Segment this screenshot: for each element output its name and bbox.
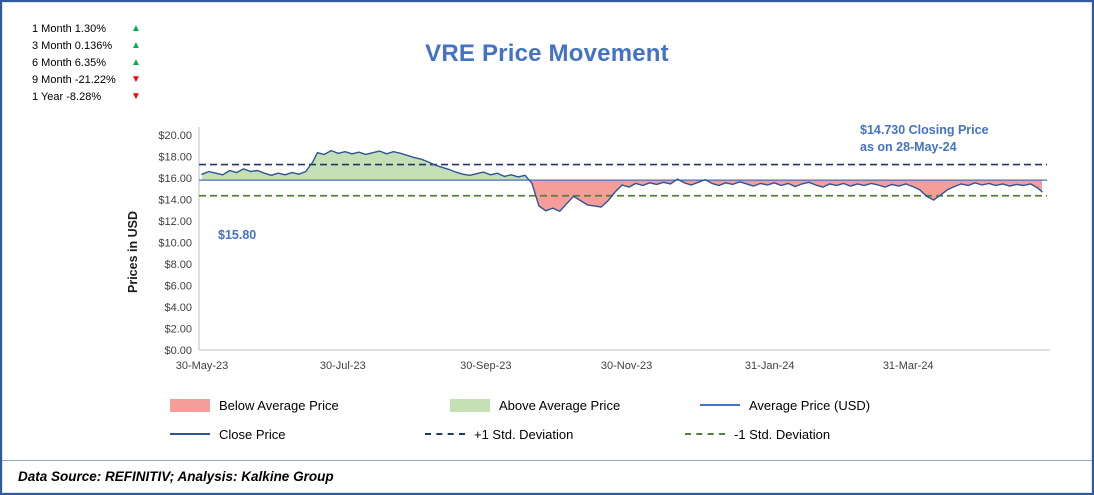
svg-text:$14.00: $14.00 — [158, 195, 192, 207]
svg-text:$2.00: $2.00 — [164, 324, 192, 336]
minus-std-line-swatch — [685, 433, 725, 435]
svg-text:30-Nov-23: 30-Nov-23 — [601, 360, 652, 372]
legend-minus-std: -1 Std. Deviation — [685, 426, 830, 442]
legend-label: -1 Std. Deviation — [734, 426, 831, 442]
closing-price-annotation: $14.730 Closing Price as on 28-May-24 — [860, 122, 1040, 156]
stat-label: 1 Month 1.30% — [32, 22, 106, 35]
legend-average-price: Average Price (USD) — [700, 397, 870, 413]
average-price-annotation: $15.80 — [218, 228, 257, 242]
svg-text:31-Mar-24: 31-Mar-24 — [883, 360, 934, 372]
svg-text:$8.00: $8.00 — [164, 259, 192, 271]
closing-price-line2: as on 28-May-24 — [860, 139, 957, 154]
svg-text:30-May-23: 30-May-23 — [176, 360, 229, 372]
stat-label: 3 Month 0.136% — [32, 39, 113, 52]
stat-row-1-month: 1 Month 1.30% ▲ — [32, 20, 141, 37]
svg-text:$18.00: $18.00 — [158, 152, 192, 164]
svg-text:$4.00: $4.00 — [164, 302, 192, 314]
stat-label: 1 Year -8.28% — [32, 90, 102, 103]
legend-label: Average Price (USD) — [749, 397, 871, 413]
up-arrow-icon: ▲ — [131, 40, 141, 51]
legend-label: Close Price — [219, 426, 286, 442]
stat-row-9-month: 9 Month -21.22% ▼ — [32, 71, 141, 88]
up-arrow-icon: ▲ — [131, 57, 141, 68]
stat-label: 9 Month -21.22% — [32, 73, 116, 86]
data-source-text: Data Source: REFINITIV; Analysis: Kalkin… — [18, 469, 334, 484]
legend-label: Below Average Price — [219, 397, 339, 413]
svg-text:30-Sep-23: 30-Sep-23 — [460, 360, 511, 372]
down-arrow-icon: ▼ — [131, 91, 141, 102]
svg-text:$0.00: $0.00 — [164, 345, 192, 357]
down-arrow-icon: ▼ — [131, 74, 141, 85]
svg-text:$6.00: $6.00 — [164, 281, 192, 293]
footer-divider — [2, 460, 1092, 461]
above-average-swatch — [450, 398, 490, 412]
legend-plus-std: +1 Std. Deviation — [425, 426, 573, 442]
svg-text:30-Jul-23: 30-Jul-23 — [320, 360, 366, 372]
y-axis-title: Prices in USD — [126, 211, 140, 293]
plus-std-line-swatch — [425, 433, 465, 435]
up-arrow-icon: ▲ — [131, 23, 141, 34]
stat-row-6-month: 6 Month 6.35% ▲ — [32, 54, 141, 71]
svg-text:31-Jan-24: 31-Jan-24 — [745, 360, 795, 372]
below-average-swatch — [170, 398, 210, 412]
stat-label: 6 Month 6.35% — [32, 56, 106, 69]
legend-close-price: Close Price — [170, 426, 285, 442]
chart-title: VRE Price Movement — [425, 40, 669, 67]
closing-price-line1: $14.730 Closing Price — [860, 123, 989, 137]
stat-row-3-month: 3 Month 0.136% ▲ — [32, 37, 141, 54]
close-line-swatch — [170, 433, 210, 435]
stat-row-1-year: 1 Year -8.28% ▼ — [32, 88, 141, 105]
legend-above-average: Above Average Price — [450, 397, 620, 413]
svg-text:$16.00: $16.00 — [158, 173, 192, 185]
svg-text:$20.00: $20.00 — [158, 130, 192, 142]
legend-below-average: Below Average Price — [170, 397, 339, 413]
svg-text:$12.00: $12.00 — [158, 216, 192, 228]
legend-label: +1 Std. Deviation — [474, 426, 574, 442]
legend-label: Above Average Price — [499, 397, 621, 413]
svg-text:$10.00: $10.00 — [158, 238, 192, 250]
performance-stats: 1 Month 1.30% ▲ 3 Month 0.136% ▲ 6 Month… — [32, 20, 141, 105]
average-line-swatch — [700, 404, 740, 406]
